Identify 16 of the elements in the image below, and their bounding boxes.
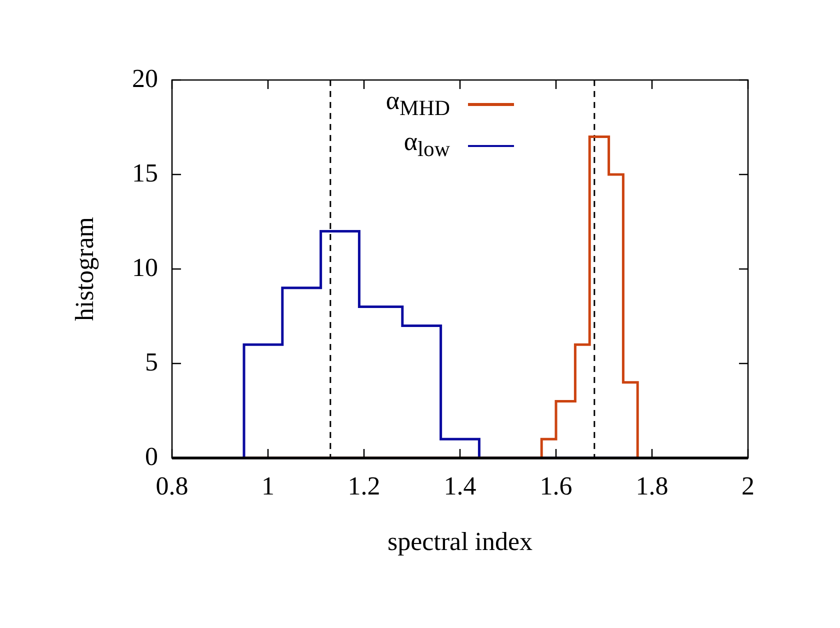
y-tick-label: 15 <box>132 158 158 188</box>
x-axis-title: spectral index <box>387 526 533 556</box>
legend-label: α$_{low}$ <box>404 126 450 164</box>
x-tick-label: 1.8 <box>636 471 668 500</box>
y-axis-title: histogram <box>70 217 99 321</box>
x-tick-label: 1.4 <box>444 471 476 500</box>
x-tick-label: 2 <box>742 471 754 500</box>
x-tick-label: 0.8 <box>156 471 188 500</box>
y-tick-label: 10 <box>132 252 158 282</box>
y-tick-label: 5 <box>145 347 158 376</box>
x-tick-label: 1 <box>262 471 274 500</box>
y-tick-label: 0 <box>145 442 158 471</box>
legend-label: α$_{MHD}$ <box>386 85 450 122</box>
x-tick-label: 1.2 <box>348 471 380 500</box>
x-tick-label: 1.6 <box>540 471 572 500</box>
y-tick-label: 20 <box>132 64 158 93</box>
